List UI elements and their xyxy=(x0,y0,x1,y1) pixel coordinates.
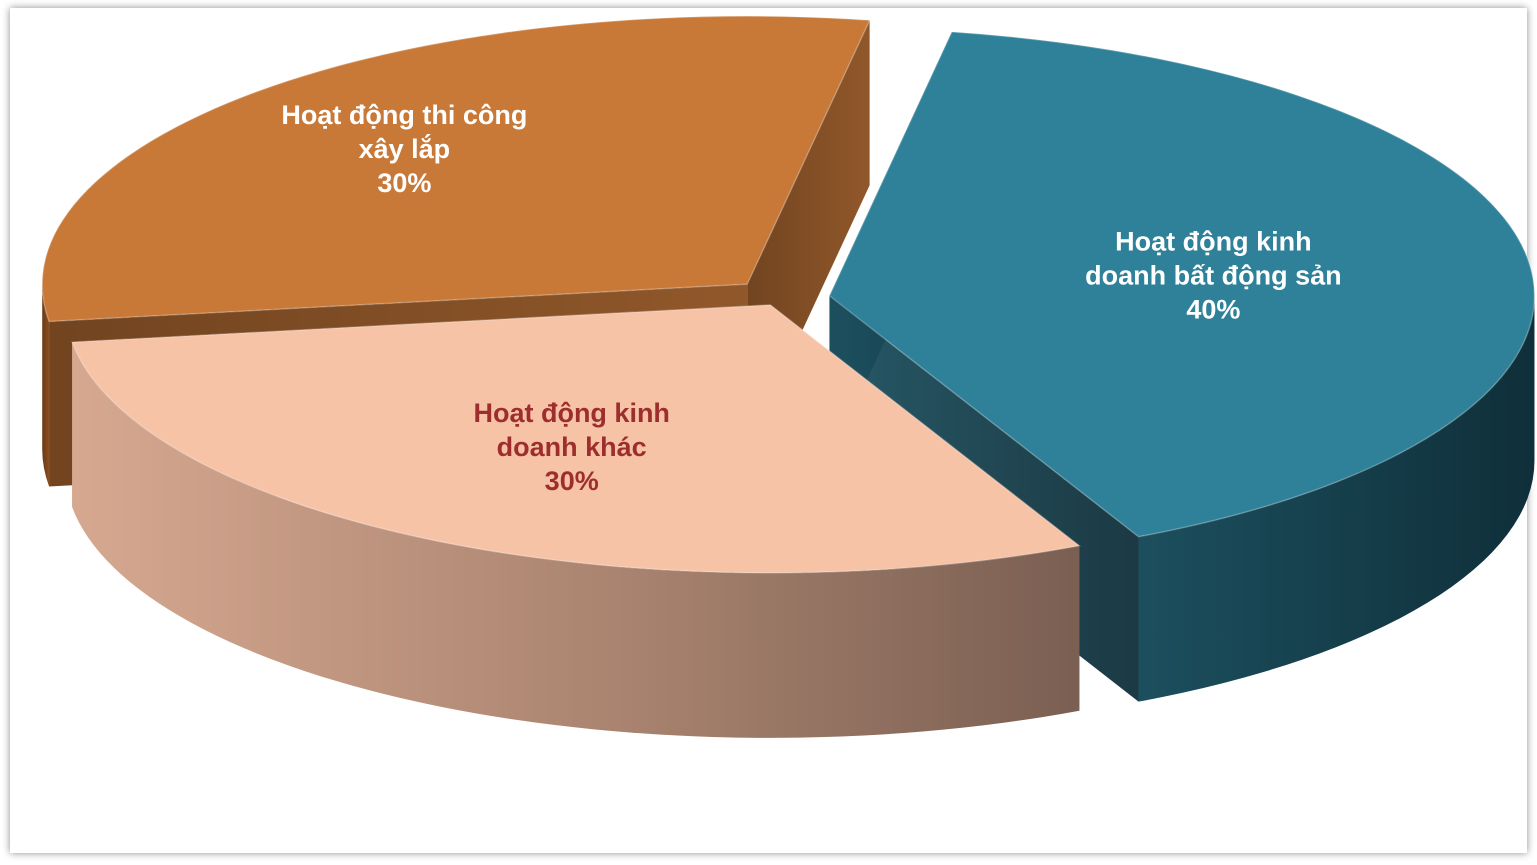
data-label-value: 30% xyxy=(377,168,431,198)
pie-slice-hoat-dong-kinh-doanh-khac xyxy=(71,304,1082,738)
data-label-hoat-dong-kinh-doanh-khac: Hoạt động kinh doanh khác 30% xyxy=(473,398,669,496)
slice-side xyxy=(72,342,1080,738)
data-label-hoat-dong-kinh-doanh-bat-dong-san: Hoạt động kinh doanh bất động sản 40% xyxy=(1085,226,1342,324)
data-label-line: doanh khác xyxy=(497,432,647,462)
data-label-value: 30% xyxy=(545,466,599,496)
slice-top xyxy=(41,15,871,323)
data-label-value: 40% xyxy=(1186,294,1240,324)
pie-slice-hoat-dong-kinh-doanh-bat-dong-san xyxy=(828,31,1536,702)
data-label-line: Hoạt động kinh xyxy=(1115,226,1311,256)
slice-top xyxy=(71,304,1082,574)
slice-side xyxy=(1138,295,1535,702)
data-label-line: doanh bất động sản xyxy=(1085,260,1342,290)
data-label-line: xây lắp xyxy=(359,133,451,164)
slice-top xyxy=(828,31,1536,538)
slice-side xyxy=(42,284,50,487)
data-label-hoat-dong-thi-cong-xay-lap: Hoạt động thi công xây lắp 30% xyxy=(281,100,527,198)
data-label-line: Hoạt động thi công xyxy=(281,100,527,130)
data-label-line: Hoạt động kinh xyxy=(473,398,669,428)
